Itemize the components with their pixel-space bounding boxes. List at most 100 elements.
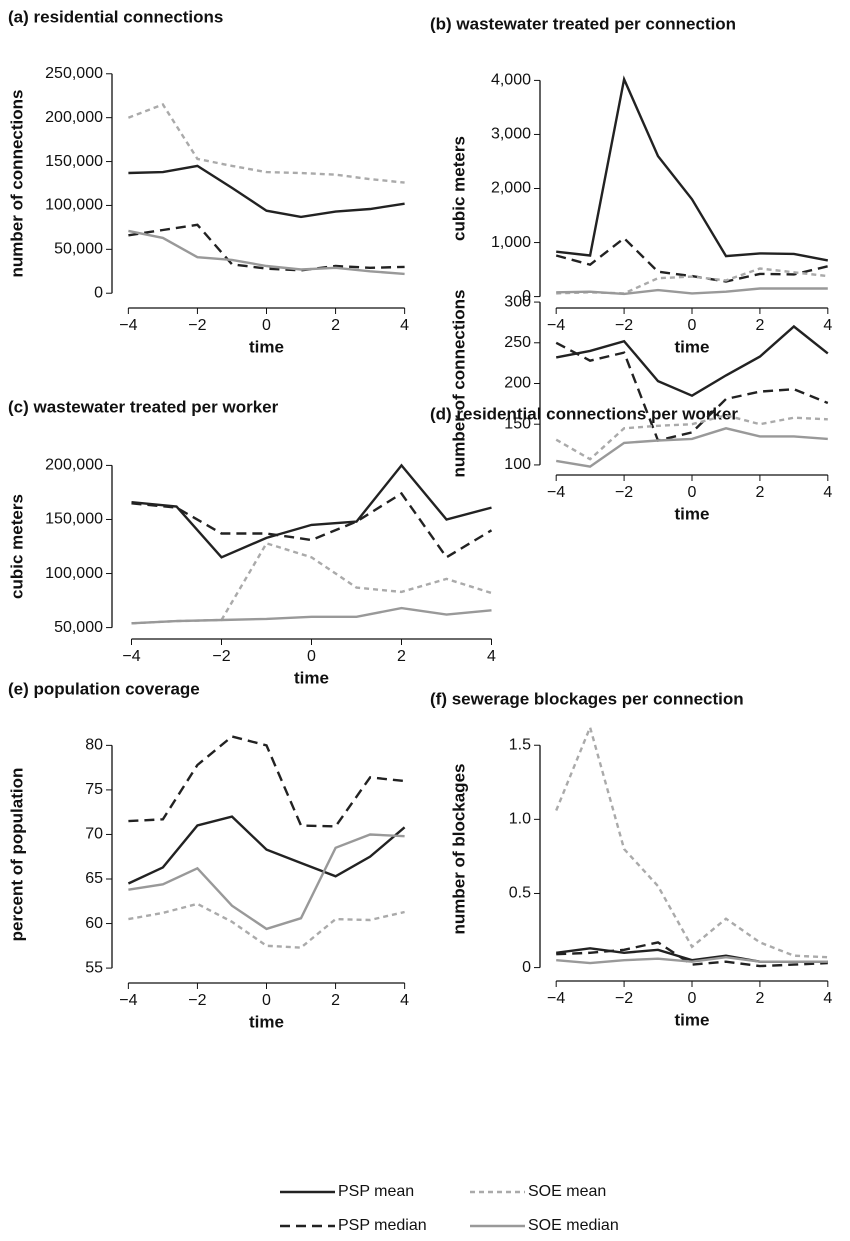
y-tick-label: 250 (504, 334, 531, 351)
x-tick-label: 0 (262, 992, 271, 1009)
x-tick-label: −4 (547, 484, 565, 501)
x-tick-label: 2 (755, 990, 764, 1007)
y-tick-label: 0.5 (509, 885, 531, 902)
series-line (555, 723, 828, 959)
series-line (555, 414, 828, 461)
panel-title: (f) sewerage blockages per connection (430, 689, 744, 708)
legend-label: PSP mean (338, 1183, 414, 1200)
y-tick-label: 70 (85, 826, 103, 843)
y-tick-label: 200,000 (45, 457, 103, 474)
y-tick-label: 250,000 (45, 65, 103, 82)
y-tick-label: 100,000 (45, 565, 103, 582)
series-line (127, 815, 406, 885)
series-line (128, 164, 405, 219)
y-tick-label: 150,000 (45, 153, 103, 170)
panel-title: (b) wastewater treated per connection (430, 14, 736, 33)
x-axis-label: time (249, 337, 284, 356)
legend-label: PSP median (338, 1217, 427, 1234)
series-line (128, 229, 405, 276)
y-tick-label: 65 (85, 870, 103, 887)
y-tick-label: 200,000 (45, 109, 103, 126)
y-tick-label: 300 (504, 293, 531, 310)
x-axis-label: time (675, 1010, 710, 1029)
y-axis-label: cubic meters (7, 494, 26, 599)
y-tick-label: 1.5 (509, 736, 531, 753)
series-line (556, 947, 828, 963)
x-axis-label: time (675, 504, 710, 523)
x-tick-label: 4 (487, 648, 496, 665)
x-tick-label: 4 (823, 317, 832, 334)
x-tick-label: 0 (688, 990, 697, 1007)
y-axis-label: number of connections (449, 290, 468, 478)
x-tick-label: −4 (122, 648, 140, 665)
x-tick-label: −4 (119, 992, 137, 1009)
legend-label: SOE median (528, 1217, 619, 1234)
y-tick-label: 80 (85, 737, 103, 754)
series-line (556, 287, 828, 296)
series-line (555, 341, 829, 442)
series-line (556, 427, 828, 468)
series-line (556, 75, 829, 262)
y-axis-label: number of blockages (449, 764, 468, 935)
y-tick-label: 150,000 (45, 511, 103, 528)
series-line (131, 541, 492, 625)
legend-label: SOE mean (528, 1183, 606, 1200)
series-line (127, 103, 405, 184)
y-tick-label: 0 (94, 284, 103, 301)
series-line (131, 463, 492, 559)
y-tick-label: 4,000 (491, 72, 531, 89)
y-axis-label: percent of population (7, 768, 26, 942)
y-tick-label: 50,000 (54, 619, 103, 636)
y-tick-label: 1,000 (491, 234, 531, 251)
x-tick-label: 2 (397, 648, 406, 665)
series-line (556, 955, 828, 965)
x-tick-label: 4 (823, 484, 832, 501)
y-tick-label: 100 (504, 456, 531, 473)
x-tick-label: 0 (307, 648, 316, 665)
x-axis-label: time (249, 1012, 284, 1031)
x-tick-label: 4 (823, 990, 832, 1007)
x-tick-label: −2 (615, 990, 633, 1007)
x-tick-label: 2 (331, 992, 340, 1009)
panel-title: (a) residential connections (8, 7, 223, 26)
x-axis-label: time (675, 337, 710, 356)
series-line (128, 735, 405, 828)
y-tick-label: 2,000 (491, 180, 531, 197)
x-tick-label: −2 (212, 648, 230, 665)
x-tick-label: −4 (547, 317, 565, 334)
y-tick-label: 55 (85, 959, 103, 976)
y-tick-label: 3,000 (491, 126, 531, 143)
x-tick-label: −2 (615, 484, 633, 501)
y-axis-label: number of connections (7, 90, 26, 278)
x-tick-label: 0 (688, 484, 697, 501)
x-tick-label: 4 (400, 317, 409, 334)
x-tick-label: 2 (755, 484, 764, 501)
y-tick-label: 0 (522, 959, 531, 976)
y-tick-label: 50,000 (54, 241, 103, 258)
series-line (128, 833, 405, 931)
y-tick-label: 0 (522, 288, 531, 305)
x-tick-label: 0 (262, 317, 271, 334)
series-line (128, 902, 405, 949)
x-tick-label: 4 (400, 992, 409, 1009)
x-tick-label: 0 (688, 317, 697, 334)
series-line (128, 223, 405, 272)
x-axis-label: time (294, 668, 329, 687)
panel-title: (e) population coverage (8, 679, 200, 698)
x-tick-label: −4 (119, 317, 137, 334)
y-axis-label: cubic meters (449, 136, 468, 241)
series-line (555, 324, 829, 398)
x-tick-label: −2 (188, 992, 206, 1009)
series-line (131, 606, 492, 625)
y-tick-label: 200 (504, 375, 531, 392)
series-line (131, 491, 493, 559)
y-tick-label: 1.0 (509, 811, 531, 828)
y-tick-label: 75 (85, 781, 103, 798)
panel-title: (d) residential connections per worker (430, 404, 738, 423)
y-tick-label: 60 (85, 915, 103, 932)
x-tick-label: −2 (615, 317, 633, 334)
x-tick-label: 2 (755, 317, 764, 334)
x-tick-label: −2 (188, 317, 206, 334)
panel-title: (c) wastewater treated per worker (8, 397, 279, 416)
